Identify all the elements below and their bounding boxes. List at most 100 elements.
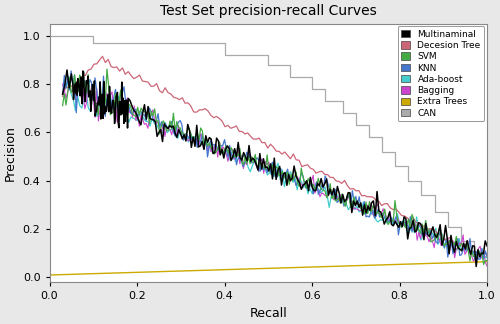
Ada-boost [79, 106, 85, 110]
Multinaminal [334, 185, 340, 189]
CAN [432, 193, 438, 197]
Y-axis label: Precision: Precision [4, 125, 17, 181]
SVM [468, 249, 474, 253]
Title: Test Set precision-recall Curves: Test Set precision-recall Curves [160, 4, 376, 18]
SVM [237, 147, 243, 151]
CAN [471, 254, 477, 258]
SVM [484, 259, 490, 262]
CAN [418, 179, 424, 183]
CAN [340, 99, 345, 103]
Ada-boost [175, 136, 181, 140]
CAN [287, 63, 293, 66]
CAN [266, 53, 272, 57]
KNN [354, 202, 360, 206]
Bagging [354, 207, 360, 211]
CAN [392, 150, 398, 154]
CAN [222, 53, 228, 57]
Ada-boost [88, 109, 94, 113]
SVM [104, 67, 110, 71]
Decesion Tree [302, 164, 308, 168]
Decesion Tree [230, 125, 236, 129]
CAN [266, 63, 272, 66]
CAN [222, 41, 228, 45]
KNN [472, 258, 478, 262]
CAN [90, 34, 96, 38]
Ada-boost [450, 240, 456, 244]
CAN [309, 87, 315, 91]
KNN [60, 92, 66, 96]
KNN [468, 252, 474, 256]
Bagging [237, 162, 243, 166]
Decesion Tree [100, 54, 105, 58]
X-axis label: Recall: Recall [250, 307, 287, 320]
SVM [60, 104, 66, 108]
Ada-boost [484, 256, 490, 260]
CAN [353, 111, 359, 115]
Decesion Tree [284, 154, 290, 157]
CAN [484, 254, 490, 258]
Multinaminal [400, 225, 406, 228]
Bagging [85, 75, 91, 79]
CAN [458, 239, 464, 243]
CAN [432, 210, 438, 214]
CAN [379, 150, 385, 154]
Bagging [60, 82, 66, 86]
CAN [406, 179, 411, 183]
CAN [418, 193, 424, 197]
Bagging [484, 264, 490, 268]
Bagging [468, 254, 474, 258]
Line: Multinaminal: Multinaminal [62, 70, 487, 266]
Ada-boost [465, 246, 471, 250]
SVM [354, 200, 360, 203]
Multinaminal [221, 156, 227, 160]
Multinaminal [484, 244, 490, 248]
Bagging [307, 181, 313, 185]
SVM [480, 262, 486, 266]
CAN [444, 210, 450, 214]
Decesion Tree [413, 220, 419, 224]
KNN [232, 147, 238, 151]
CAN [322, 99, 328, 103]
SVM [232, 155, 238, 159]
CAN [366, 123, 372, 127]
SVM [307, 180, 313, 184]
Ada-boost [66, 75, 72, 79]
CAN [392, 164, 398, 168]
CAN [287, 75, 293, 79]
CAN [379, 135, 385, 139]
CAN [340, 111, 345, 115]
Multinaminal [466, 247, 472, 250]
KNN [131, 108, 137, 111]
CAN [322, 87, 328, 91]
Multinaminal [473, 264, 479, 268]
CAN [353, 123, 359, 127]
Bagging [131, 104, 137, 108]
CAN [90, 41, 96, 45]
KNN [484, 254, 490, 258]
Multinaminal [64, 68, 70, 72]
Ada-boost [478, 256, 484, 260]
Decesion Tree [356, 189, 362, 192]
Line: Decesion Tree: Decesion Tree [62, 56, 487, 257]
Decesion Tree [60, 95, 66, 98]
CAN [458, 225, 464, 228]
CAN [309, 75, 315, 79]
CAN [366, 135, 372, 139]
Ada-boost [140, 117, 146, 121]
SVM [131, 114, 137, 118]
Line: Bagging: Bagging [62, 77, 487, 266]
CAN [444, 225, 450, 228]
Multinaminal [116, 99, 122, 103]
Multinaminal [74, 93, 80, 97]
Ada-boost [60, 90, 66, 94]
CAN [471, 239, 477, 243]
CAN [406, 164, 411, 168]
Legend: Multinaminal, Decesion Tree, SVM, KNN, Ada-boost, Bagging, Extra Trees, CAN: Multinaminal, Decesion Tree, SVM, KNN, A… [398, 26, 484, 121]
Bagging [232, 157, 238, 161]
KNN [307, 185, 313, 189]
Multinaminal [60, 92, 66, 96]
Line: Ada-boost: Ada-boost [62, 77, 487, 258]
Line: KNN: KNN [62, 71, 487, 260]
KNN [237, 156, 243, 160]
Decesion Tree [478, 255, 484, 259]
